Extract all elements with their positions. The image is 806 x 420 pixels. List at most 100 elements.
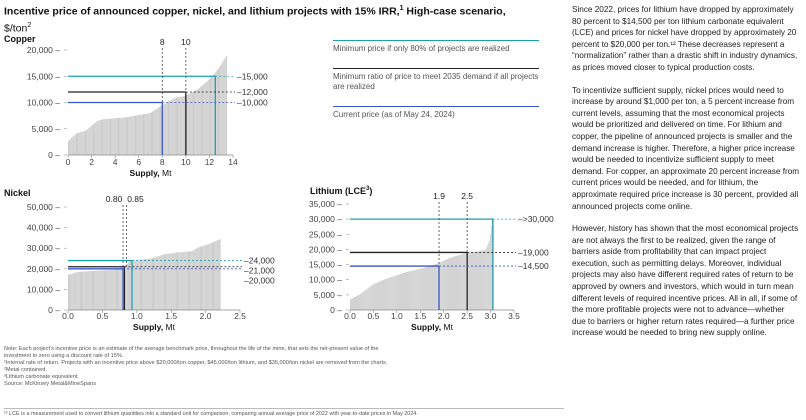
lithium-supply-bar — [429, 265, 431, 310]
nickel-supply-bar — [86, 271, 88, 310]
copper-supply-bar — [168, 101, 169, 155]
lithium-supply-bar — [374, 283, 376, 310]
lithium-supply-bar — [479, 250, 481, 310]
lithium-supply-bar — [401, 273, 402, 310]
lithium-supply-bar — [483, 249, 485, 310]
lithium-supply-bar — [390, 276, 392, 310]
copper-supply-bar — [222, 61, 224, 155]
lithium-price-label: –>30,000 — [518, 214, 554, 224]
nickel-supply-bar — [150, 258, 152, 310]
nickel-supply-bar — [75, 272, 77, 310]
copper-supply-bar — [195, 90, 197, 155]
nickel-supply-bar — [217, 240, 219, 310]
nickel-supply-bar — [195, 248, 197, 310]
lithium-supply-bar — [415, 269, 417, 310]
nickel-xtick-label: 2.5 — [234, 311, 246, 321]
lithium-supply-bar — [473, 252, 475, 310]
copper-supply-bar — [139, 114, 141, 155]
lithium-supply-bar — [413, 270, 415, 310]
nickel-supply-bar — [148, 258, 150, 310]
nickel-supply-bar — [119, 268, 121, 310]
nickel-supply-bar — [174, 252, 176, 310]
lithium-supply-bar — [407, 271, 408, 310]
copper-supply-bar — [178, 97, 180, 155]
nickel-supply-bar — [161, 254, 163, 310]
title-unit: $/ton — [4, 22, 28, 34]
copper-supply-bar — [145, 113, 147, 155]
lithium-supply-bar — [371, 285, 373, 310]
nickel-supply-bar — [198, 246, 200, 310]
nickel-xtick-label: 1.5 — [165, 311, 177, 321]
lithium-supply-bar — [425, 267, 427, 310]
copper-supply-bar — [119, 117, 121, 155]
title-main: Incentive price of announced copper, nic… — [4, 5, 400, 18]
nickel-ytick-label: 40,000 – — [27, 223, 60, 233]
copper-supply-bar — [89, 127, 91, 155]
copper-supply-bar — [220, 65, 222, 155]
copper-supply-bar — [131, 116, 133, 155]
nickel-supply-bar — [109, 269, 111, 310]
copper-ytick-label: 5,000 – — [32, 124, 61, 134]
lithium-xtick-label: 1.5 — [414, 311, 426, 321]
nickel-x-axis-title: Supply, Mt — [133, 322, 176, 332]
copper-supply-bar — [147, 113, 149, 155]
copper-supply-bar — [116, 118, 118, 155]
copper-supply-bar — [132, 116, 134, 155]
lithium-supply-bar — [355, 296, 356, 310]
title-sup: 1 — [399, 5, 404, 12]
nickel-supply-bar — [214, 241, 216, 310]
lithium-supply-bar — [406, 272, 407, 310]
copper-supply-bar — [123, 117, 125, 155]
nickel-supply-bar — [83, 271, 85, 310]
lithium-supply-bar — [393, 275, 395, 310]
nickel-supply-bar — [96, 270, 98, 310]
nickel-supply-bar — [120, 267, 122, 310]
nickel-supply-bar — [113, 269, 115, 310]
copper-supply-bar — [223, 59, 225, 155]
nickel-supply-bar — [136, 260, 138, 310]
copper-supply-bar — [138, 115, 140, 155]
nickel-supply-bar — [118, 268, 120, 310]
lithium-ytick-label: 10,000 – — [309, 275, 342, 285]
copper-supply-bar — [87, 128, 89, 155]
lithium-ytick-label: 15,000 – — [309, 260, 342, 270]
nickel-supply-bar — [202, 245, 204, 310]
nickel-supply-bar — [97, 270, 99, 310]
nickel-ytick-label: 50,000 – — [27, 202, 60, 212]
copper-xtick-label: 12 — [205, 157, 215, 167]
lithium-supply-bar — [468, 252, 470, 310]
nickel-supply-bar — [107, 270, 109, 310]
nickel-supply-bar — [82, 271, 84, 310]
nickel-supply-bar — [154, 257, 156, 310]
nickel-supply-bar — [156, 256, 158, 310]
lithium-ytick-label: 25,000 – — [309, 229, 342, 239]
copper-ytick-label: 0 – — [48, 150, 60, 160]
copper-supply-bar — [208, 78, 210, 155]
nickel-xtick-label: 0.5 — [96, 311, 108, 321]
nickel-supply-bar — [193, 249, 195, 310]
lithium-supply-bar — [464, 253, 466, 310]
nickel-supply-bar — [126, 263, 128, 310]
legend: Minimum price if only 80% of projects ar… — [333, 40, 539, 120]
nickel-supply-bar — [104, 270, 105, 310]
nickel-supply-bar — [166, 254, 168, 310]
copper-supply-bar — [122, 117, 124, 155]
lithium-supply-bar — [380, 280, 382, 310]
lithium-supply-marker-label: 2.5 — [461, 191, 473, 201]
copper-supply-bar — [175, 97, 177, 155]
copper-supply-bar — [218, 68, 219, 155]
copper-supply-bar — [79, 132, 81, 155]
copper-supply-bar — [103, 119, 105, 155]
nickel-supply-bar — [147, 258, 149, 310]
nickel-supply-bar — [70, 274, 72, 310]
lithium-supply-bar — [381, 280, 383, 310]
lithium-supply-bar — [434, 264, 436, 310]
nickel-supply-bar — [218, 239, 220, 310]
lithium-supply-bar — [404, 272, 405, 310]
nickel-supply-bar — [180, 252, 182, 310]
lithium-supply-bar — [423, 267, 425, 310]
copper-xtick-label: 0 — [66, 157, 71, 167]
chart-title: Incentive price of announced copper, nic… — [4, 2, 564, 35]
nickel-supply-bar — [169, 253, 171, 310]
copper-supply-bar — [90, 126, 92, 155]
